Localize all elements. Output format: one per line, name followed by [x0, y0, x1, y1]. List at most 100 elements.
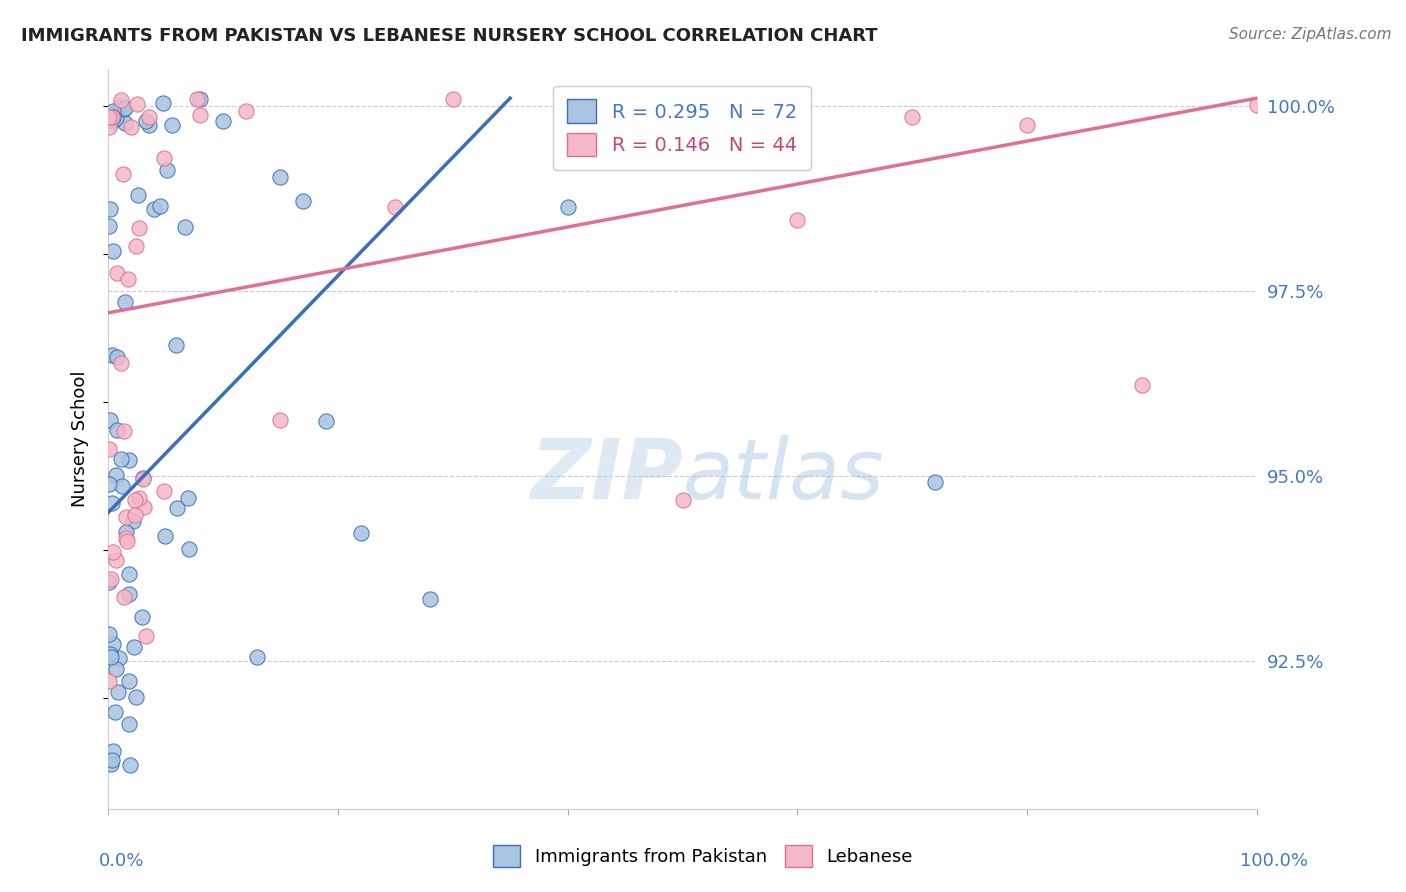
Text: Source: ZipAtlas.com: Source: ZipAtlas.com [1229, 27, 1392, 42]
Point [110, 452, 132, 467]
Text: 0.0%: 0.0% [98, 852, 143, 870]
Point [246, 650, 269, 665]
Point [292, 194, 315, 208]
Point [101, 114, 124, 128]
Point [177, 542, 200, 557]
Point [101, 754, 124, 768]
Point [165, 338, 187, 352]
Point [557, 200, 579, 214]
Point [103, 545, 125, 559]
Point [128, 491, 150, 505]
Point [166, 501, 188, 516]
Point [235, 104, 257, 119]
Point [124, 493, 146, 508]
Point [127, 187, 149, 202]
Point [124, 640, 146, 654]
Point [122, 514, 145, 528]
Point [384, 201, 406, 215]
Point [125, 96, 148, 111]
Point [112, 102, 135, 116]
Point [149, 199, 172, 213]
Legend: R = 0.295   N = 72, R = 0.146   N = 44: R = 0.295 N = 72, R = 0.146 N = 44 [554, 86, 811, 170]
Point [419, 591, 441, 606]
Point [728, 150, 751, 164]
Point [105, 111, 128, 125]
Point [101, 244, 124, 258]
Point [110, 356, 132, 370]
Point [118, 453, 141, 467]
Point [135, 628, 157, 642]
Point [315, 413, 337, 427]
Point [124, 508, 146, 523]
Point [350, 525, 373, 540]
Point [118, 758, 141, 772]
Point [115, 525, 138, 540]
Point [112, 424, 135, 438]
Point [105, 351, 128, 365]
Point [101, 103, 124, 118]
Point [152, 95, 174, 110]
Point [128, 220, 150, 235]
Text: 100.0%: 100.0% [1240, 852, 1308, 870]
Point [671, 493, 693, 508]
Point [100, 650, 122, 665]
Point [143, 202, 166, 217]
Point [162, 118, 184, 132]
Point [98, 442, 121, 456]
Point [269, 169, 291, 184]
Point [118, 586, 141, 600]
Point [120, 120, 142, 135]
Point [100, 110, 122, 124]
Point [155, 529, 177, 543]
Point [111, 479, 134, 493]
Point [131, 610, 153, 624]
Point [117, 717, 139, 731]
Point [138, 110, 160, 124]
Point [114, 116, 136, 130]
Point [114, 101, 136, 115]
Text: IMMIGRANTS FROM PAKISTAN VS LEBANESE NURSERY SCHOOL CORRELATION CHART: IMMIGRANTS FROM PAKISTAN VS LEBANESE NUR… [21, 27, 877, 45]
Point [118, 567, 141, 582]
Point [98, 219, 121, 234]
Point [132, 471, 155, 485]
Point [177, 491, 200, 505]
Point [98, 647, 121, 661]
Point [132, 500, 155, 515]
Point [152, 484, 174, 499]
Point [111, 167, 134, 181]
Point [117, 272, 139, 286]
Y-axis label: Nursery School: Nursery School [72, 370, 89, 507]
Point [107, 651, 129, 665]
Point [115, 531, 138, 545]
Point [98, 413, 121, 427]
Point [269, 413, 291, 427]
Point [107, 685, 129, 699]
Point [105, 661, 128, 675]
Point [100, 572, 122, 586]
Point [152, 151, 174, 165]
Point [105, 423, 128, 437]
Point [1130, 378, 1153, 392]
Point [110, 93, 132, 107]
Point [924, 475, 946, 489]
Point [105, 553, 128, 567]
Point [107, 266, 129, 280]
Point [98, 110, 121, 124]
Point [114, 295, 136, 310]
Point [1017, 118, 1039, 132]
Point [188, 108, 211, 122]
Point [112, 590, 135, 604]
Point [186, 91, 208, 105]
Point [101, 349, 124, 363]
Point [125, 690, 148, 704]
Point [135, 113, 157, 128]
Point [174, 220, 197, 235]
Point [103, 744, 125, 758]
Point [110, 98, 132, 112]
Point [115, 510, 138, 524]
Point [98, 202, 121, 216]
Point [132, 472, 155, 486]
Point [125, 239, 148, 253]
Text: atlas: atlas [682, 435, 884, 516]
Text: ZIP: ZIP [530, 435, 682, 516]
